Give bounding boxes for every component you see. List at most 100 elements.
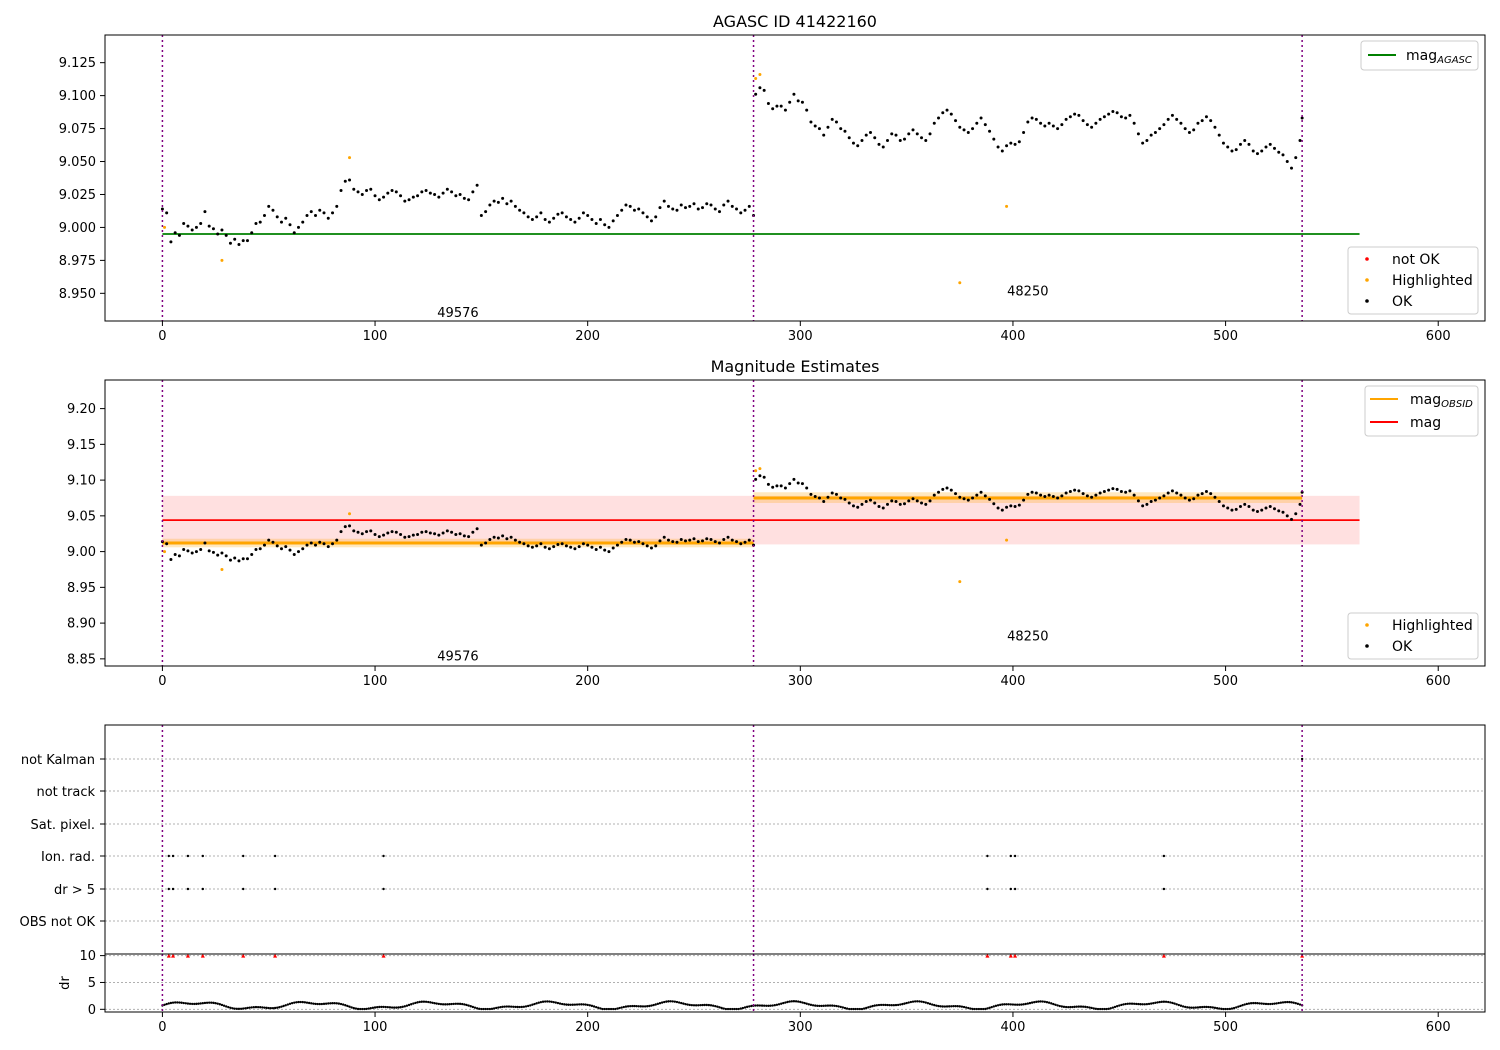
dr-point — [1143, 1003, 1146, 1006]
ok-point — [645, 215, 649, 219]
ok-point — [754, 92, 758, 96]
dr-point — [971, 1007, 974, 1011]
ok-point — [726, 535, 730, 539]
dr-point — [637, 1005, 640, 1008]
dr-point — [316, 1002, 319, 1006]
ok-point — [856, 505, 860, 509]
ok-point — [822, 133, 826, 137]
ok-point — [1124, 490, 1128, 494]
dr-point — [769, 1004, 772, 1007]
dr-point — [924, 1001, 927, 1004]
ok-point — [1247, 505, 1251, 509]
dr-point — [388, 1006, 392, 1009]
dr-point — [888, 1003, 891, 1007]
dr-point — [182, 1001, 185, 1005]
dr-point — [1050, 1002, 1053, 1005]
ok-point — [834, 120, 838, 124]
ok-point — [671, 207, 675, 211]
y-tick-label: 8.95 — [67, 581, 96, 596]
ok-point — [1277, 150, 1281, 154]
dr-point — [1022, 1003, 1025, 1006]
ok-point — [1077, 489, 1081, 493]
dr-point — [675, 1000, 679, 1004]
ok-point — [873, 136, 877, 140]
dr-point — [526, 1004, 530, 1008]
ok-point — [996, 145, 1000, 149]
ok-point — [607, 550, 611, 554]
dr-point — [225, 1005, 228, 1008]
dr-point — [450, 1002, 453, 1006]
ok-point — [683, 206, 687, 210]
ok-point — [479, 214, 483, 218]
dr-point — [1007, 1003, 1010, 1006]
ok-point — [1145, 138, 1149, 142]
ok-point — [1153, 131, 1157, 135]
legend-sub-agasc: AGASC — [1436, 55, 1472, 66]
dr-point — [1013, 1003, 1017, 1006]
ok-point — [416, 532, 420, 536]
dr-point — [1130, 1002, 1134, 1005]
dr-point — [386, 1005, 390, 1009]
dr-point — [656, 1002, 660, 1006]
ok-point — [237, 559, 241, 563]
ok-point — [1217, 500, 1221, 504]
dr-point — [741, 1006, 745, 1010]
dr-point — [1069, 1005, 1072, 1009]
dr-point — [1286, 1000, 1289, 1004]
dr-point — [235, 1007, 239, 1011]
dr-point — [1132, 1002, 1136, 1005]
highlighted-point — [220, 258, 224, 262]
dr-point — [365, 1007, 368, 1011]
ok-point — [1149, 133, 1153, 137]
dr-point — [690, 1003, 694, 1007]
dr-point — [522, 1005, 526, 1008]
ok-point — [813, 124, 817, 128]
dr-point — [856, 1007, 859, 1011]
ok-point — [445, 529, 449, 533]
ok-point — [356, 190, 360, 194]
ok-point — [543, 545, 547, 549]
dr-point — [524, 1005, 528, 1008]
ok-point — [620, 540, 624, 544]
dr-point — [363, 1007, 366, 1011]
ok-point — [847, 136, 851, 140]
dr-point — [361, 1007, 364, 1011]
legend-lower-box — [1347, 612, 1479, 660]
dr-point — [807, 1003, 811, 1006]
ok-point — [1238, 142, 1242, 146]
dr-point — [886, 1003, 889, 1007]
dr-point — [414, 1001, 417, 1005]
dr-point — [188, 1002, 192, 1005]
dr-point — [1005, 1003, 1008, 1006]
ok-point — [890, 132, 894, 136]
dr-point — [1171, 1001, 1174, 1005]
dr-point — [639, 1005, 643, 1008]
dr-point — [1298, 1003, 1302, 1006]
dr-point — [833, 1004, 836, 1007]
ok-point — [343, 525, 347, 529]
dr-point — [1190, 1006, 1193, 1009]
ok-point — [199, 547, 203, 551]
ok-point — [203, 210, 207, 214]
dr-point — [786, 1000, 789, 1004]
dr-point — [484, 1007, 487, 1011]
dr-point — [588, 1004, 592, 1007]
dr-point — [597, 1006, 600, 1010]
dr-point — [307, 1001, 311, 1005]
flag-point — [382, 887, 385, 891]
dr-point — [322, 1002, 326, 1006]
ok-point — [1030, 116, 1034, 120]
ok-point — [573, 220, 577, 224]
dr-point — [1213, 1006, 1217, 1010]
dr-point — [646, 1005, 649, 1008]
ok-point — [267, 538, 271, 542]
ok-point — [1213, 125, 1217, 129]
ok-point — [645, 544, 649, 548]
dr-point — [794, 1000, 798, 1003]
ok-point — [662, 199, 666, 203]
flag-point — [1162, 887, 1166, 891]
dr-point — [1071, 1005, 1074, 1009]
ok-point — [1064, 117, 1068, 121]
dr-point — [575, 1003, 579, 1006]
legend-label: mag — [1410, 415, 1441, 431]
